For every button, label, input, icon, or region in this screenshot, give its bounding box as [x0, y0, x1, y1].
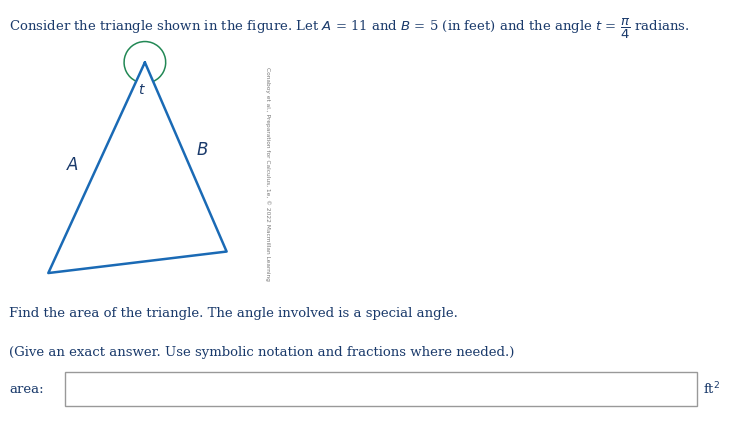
Text: Consider the triangle shown in the figure. Let $\mathit{A}$ = 11 and $\mathit{B}: Consider the triangle shown in the figur…	[9, 17, 690, 41]
Bar	[65, 372, 697, 406]
Text: $A$: $A$	[66, 157, 80, 174]
Text: Conaboy et al., Preparation for Calculus, 1e, © 2022 Macmillan Learning: Conaboy et al., Preparation for Calculus…	[265, 67, 270, 281]
Text: $B$: $B$	[196, 142, 208, 159]
Text: $t$: $t$	[138, 83, 146, 97]
Text: ft$^2$: ft$^2$	[703, 381, 720, 397]
Text: area:: area:	[9, 383, 44, 396]
Text: (Give an exact answer. Use symbolic notation and fractions where needed.): (Give an exact answer. Use symbolic nota…	[9, 346, 514, 359]
Text: Find the area of the triangle. The angle involved is a special angle.: Find the area of the triangle. The angle…	[9, 307, 458, 320]
